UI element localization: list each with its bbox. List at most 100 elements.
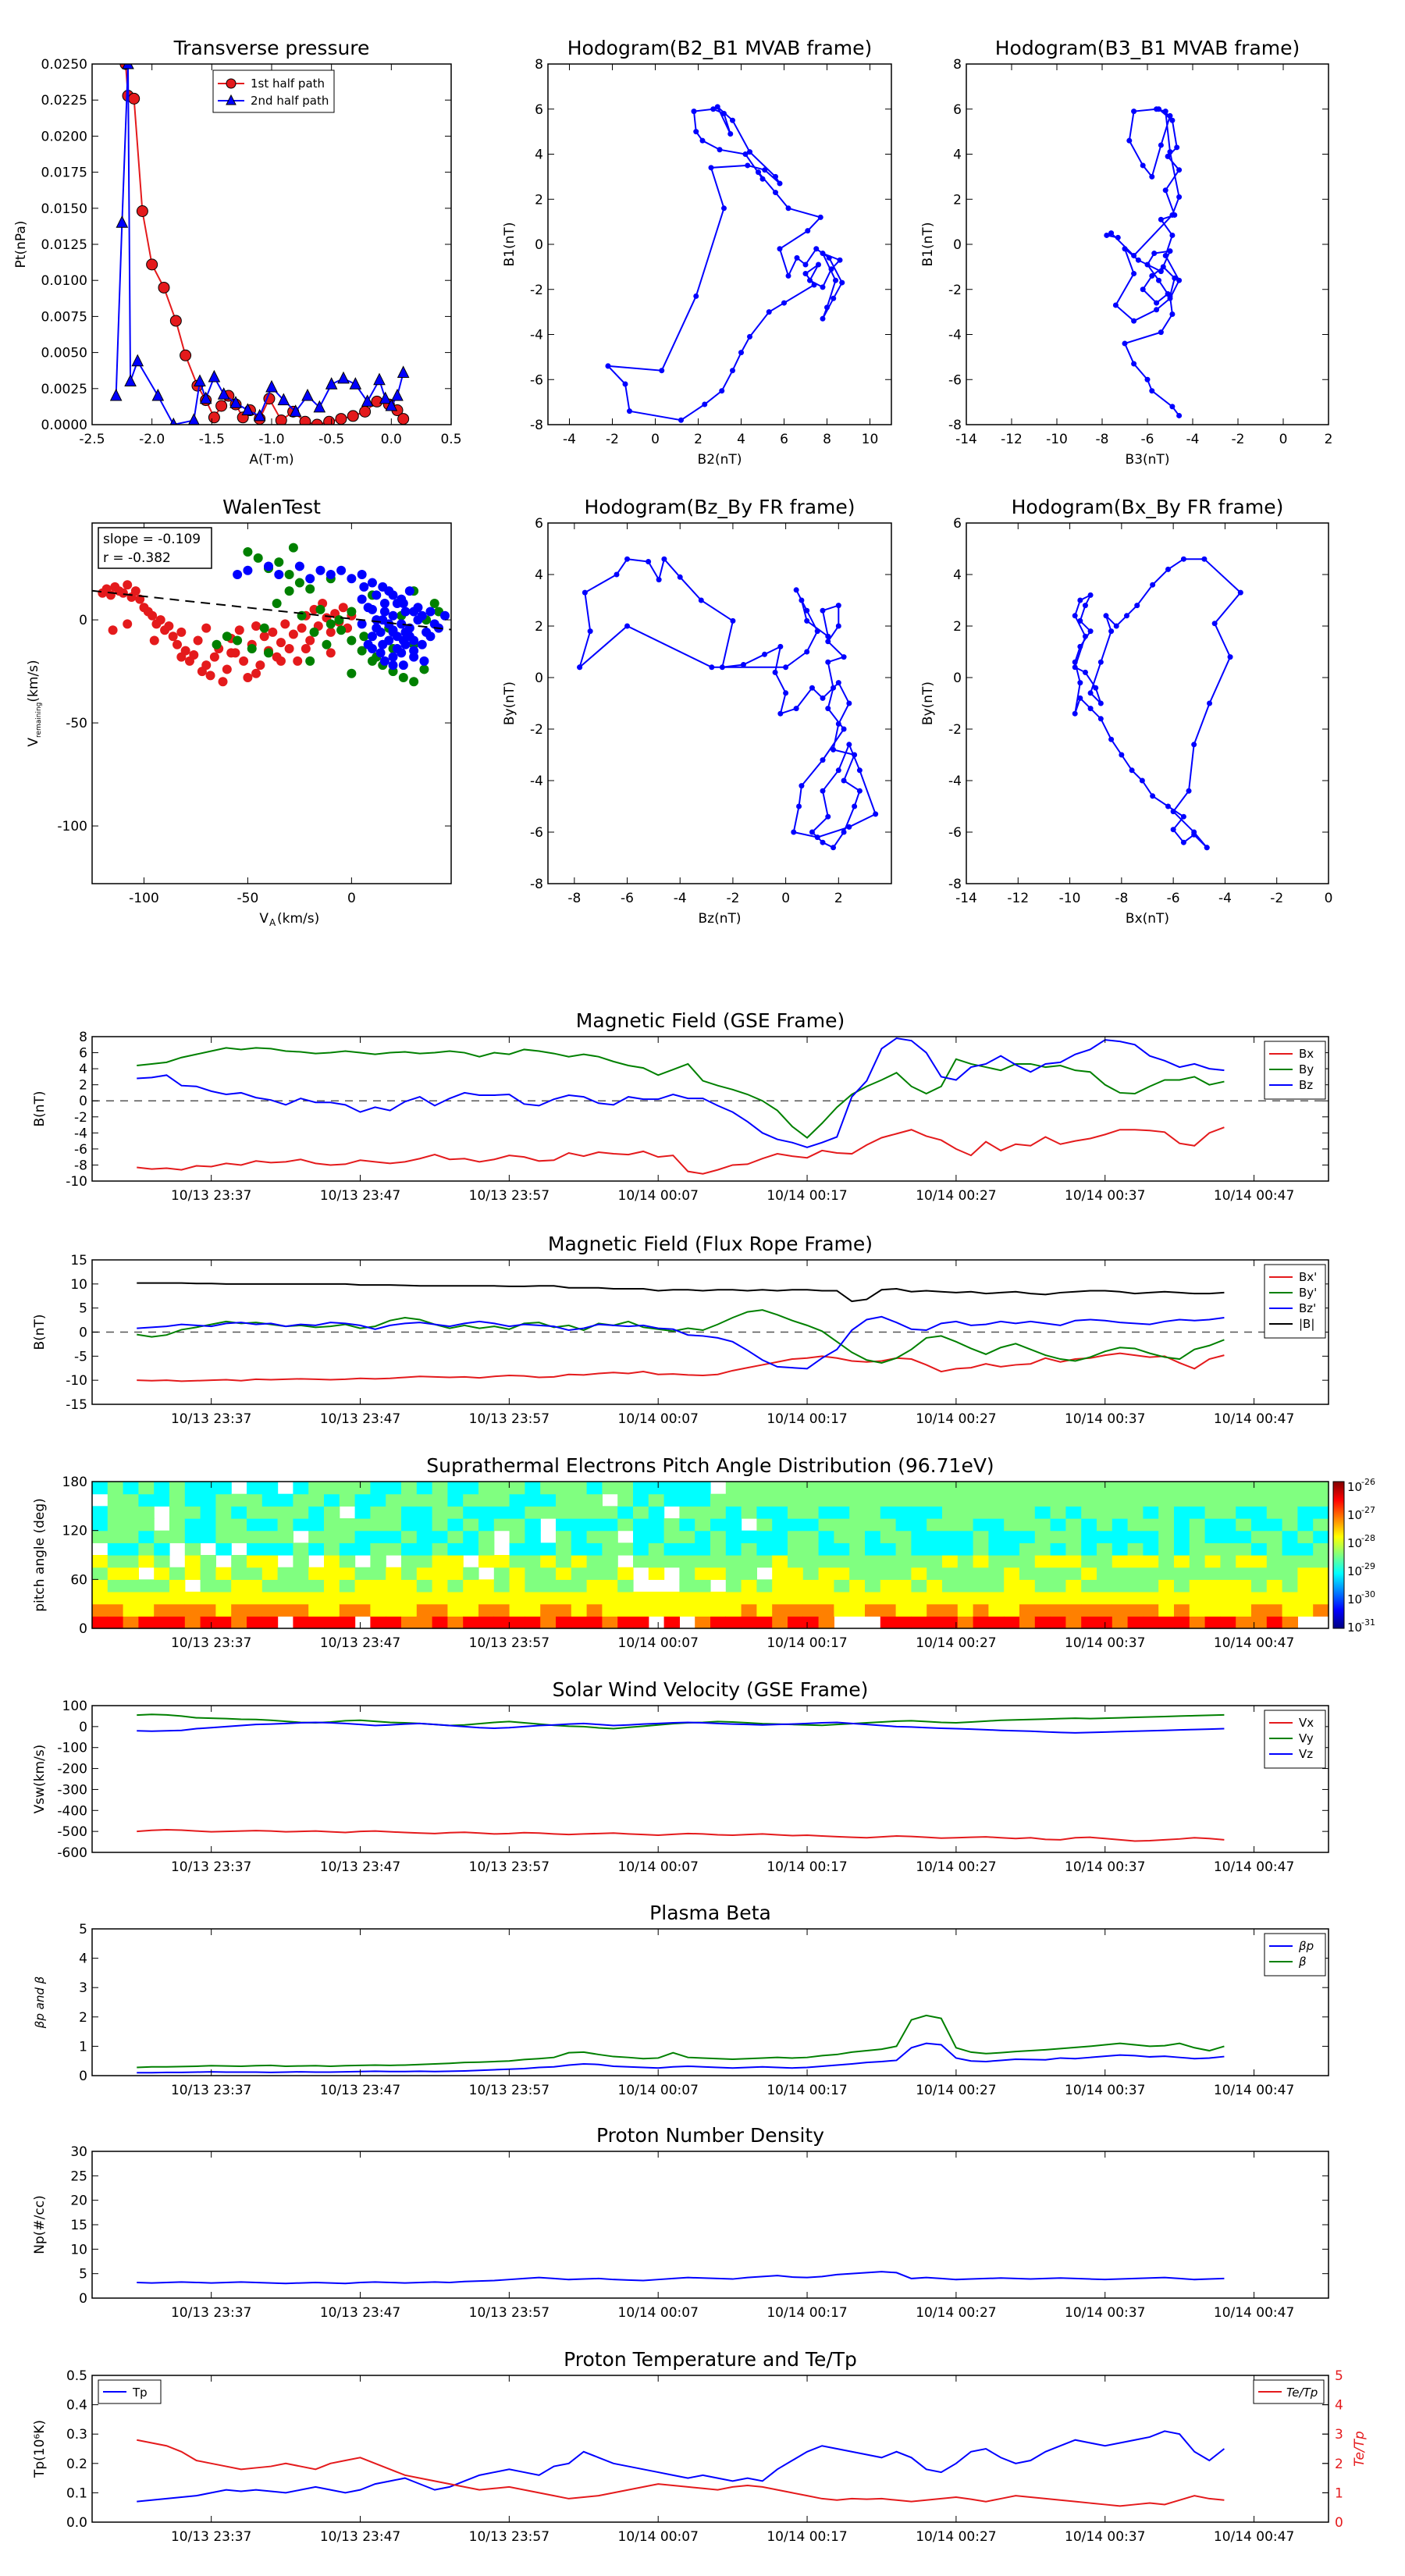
heatmap-cell [1174,1555,1190,1568]
heatmap-cell [957,1482,974,1495]
heatmap-cell [354,1482,371,1495]
data-point [201,623,212,633]
data-point [1097,716,1104,722]
data-point [268,627,278,637]
heatmap-cell [1297,1530,1314,1543]
data-point [309,627,319,637]
data-point [831,845,837,851]
chart-title: Suprathermal Electrons Pitch Angle Distr… [426,1454,994,1477]
data-point [1123,613,1129,619]
y-axis-label: Vremaining(km/s) [26,660,43,746]
heatmap-cell [725,1592,742,1605]
heatmap-cell [648,1518,665,1532]
data-point [325,648,336,658]
heatmap-cell [107,1493,124,1507]
legend-label: Vy [1299,1731,1314,1745]
heatmap-cell [169,1616,186,1629]
heatmap-cell [1034,1542,1051,1556]
panel-hodogram-b2-b1: Hodogram(B2_B1 MVAB frame)-8-6-4-202468-… [502,37,892,468]
legend-label: |B| [1299,1317,1314,1331]
x-tick-label: 10/14 00:07 [618,1635,699,1651]
heatmap-cell [493,1616,510,1629]
data-point [397,594,407,604]
heatmap-cell [802,1616,820,1629]
y-tick-label: -6 [530,372,543,388]
heatmap-cell [308,1616,325,1629]
heatmap-cell [880,1579,897,1592]
heatmap-cell [1297,1493,1314,1507]
heatmap-cell [447,1579,464,1592]
heatmap-cell [1251,1482,1268,1495]
colorbar-tick-base: 10 [1347,1592,1362,1606]
data-point [1113,623,1119,629]
heatmap-cell [927,1482,943,1495]
heatmap-cell [849,1567,866,1580]
heatmap-cell [478,1603,495,1617]
heatmap-cell [772,1603,788,1617]
series-line-Vx [137,1828,1225,1842]
heatmap-cell [416,1506,433,1519]
heatmap-cell [1189,1542,1206,1556]
data-point [1227,654,1233,660]
heatmap-cell [927,1579,943,1592]
data-point [835,623,841,629]
panel-velocity: Solar Wind Velocity (GSE Frame)-600-500-… [32,1678,1329,1875]
heatmap-cell [911,1592,927,1605]
data-point [1140,162,1146,169]
heatmap-cell [324,1603,340,1617]
heatmap-cell [1251,1555,1268,1568]
heatmap-cell [247,1493,263,1507]
heatmap-cell [586,1567,603,1580]
y-tick-label: 6 [535,102,543,118]
heatmap-cell [200,1493,216,1507]
data-point [833,277,838,283]
heatmap-cell [1112,1616,1129,1629]
data-point [820,315,826,322]
heatmap-cell [123,1530,139,1543]
x-tick-label: 10/14 00:07 [618,1188,699,1204]
heatmap-cell [695,1603,711,1617]
data-point [334,615,344,625]
data-point [693,129,699,135]
data-point [627,408,632,415]
data-point [614,571,620,578]
chart-title: Plasma Beta [649,1902,771,1924]
heatmap-cell [957,1592,974,1605]
heatmap-cell [973,1530,989,1543]
data-point [392,632,402,642]
data-point [209,652,219,662]
data-point [1169,232,1176,238]
heatmap-cell [261,1555,279,1568]
heatmap-cell [169,1567,186,1580]
plot-area [1104,106,1183,418]
heatmap-cell [880,1542,897,1556]
heatmap-cell [818,1482,834,1495]
axes-frame [91,522,452,884]
x-tick-label: 10/14 00:47 [1214,2529,1294,2545]
heatmap-cell [586,1506,603,1519]
y-tick-label: -6 [530,825,543,841]
y-tick-label: -300 [57,1782,87,1798]
heatmap-cell [1251,1603,1268,1617]
data-point [1087,690,1094,696]
data-point [315,565,325,575]
data-point [284,586,294,596]
heatmap-cell [648,1493,665,1507]
x-tick-label: 10/13 23:57 [469,1635,550,1651]
heatmap-cell [1220,1493,1236,1507]
data-point [802,271,809,277]
heatmap-cell [834,1542,850,1556]
heatmap-cell [772,1530,788,1543]
heatmap-cell [725,1616,742,1629]
heatmap-cell [973,1493,989,1507]
heatmap-cell [1189,1592,1206,1605]
heatmap-cell [741,1616,757,1629]
data-point [846,700,852,706]
heatmap-cell [386,1542,402,1556]
data-point [1176,277,1183,283]
stats-r: r = -0.382 [103,550,171,566]
heatmap-cell [571,1493,588,1507]
data-point [222,632,232,642]
heatmap-cell [386,1518,402,1532]
